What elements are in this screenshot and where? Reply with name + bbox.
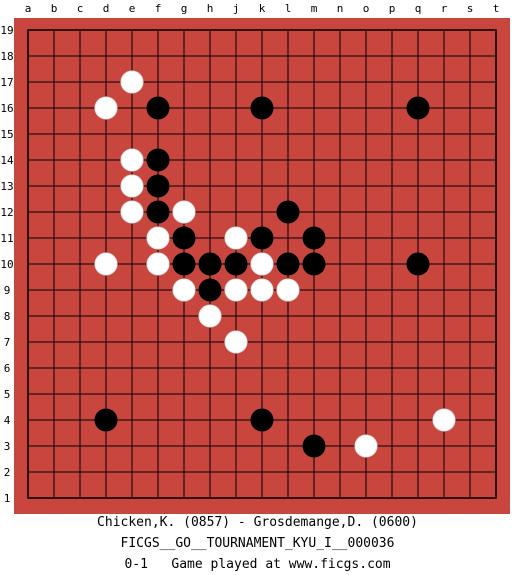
black-stone-f12 — [146, 200, 170, 224]
column-label-k: k — [259, 2, 266, 15]
row-label-17: 17 — [0, 76, 13, 89]
column-label-o: o — [363, 2, 370, 15]
white-stone-e17 — [120, 70, 144, 94]
white-stone-d10 — [94, 252, 118, 276]
row-labels: 19 18 17 16 15 14 13 12 11 10 9 8 7 6 5 4 3 2 1 — [0, 24, 14, 505]
event-caption: FICGS__GO__TOURNAMENT_KYU_I__000036 — [120, 536, 395, 551]
white-stone-l9 — [276, 278, 300, 302]
board-border — [27, 29, 497, 499]
black-stone-m3 — [302, 434, 326, 458]
column-label-n: n — [337, 2, 344, 15]
column-label-m: m — [311, 2, 318, 15]
column-label-r: r — [441, 2, 448, 15]
black-stone-j10 — [224, 252, 248, 276]
row-label-6: 6 — [4, 362, 11, 375]
column-label-b: b — [51, 2, 58, 15]
column-label-a: a — [25, 2, 32, 15]
row-label-18: 18 — [0, 50, 13, 63]
white-stone-f10 — [146, 252, 170, 276]
column-label-p: p — [389, 2, 396, 15]
row-label-3: 3 — [4, 440, 11, 453]
column-label-l: l — [285, 2, 292, 15]
white-stone-j11 — [224, 226, 248, 250]
column-label-s: s — [467, 2, 474, 15]
black-stone-g11 — [172, 226, 196, 250]
column-label-c: c — [77, 2, 84, 15]
white-stone-h8 — [198, 304, 222, 328]
white-stone-f11 — [146, 226, 170, 250]
row-label-15: 15 — [0, 128, 13, 141]
black-stone-k4 — [250, 408, 274, 432]
row-label-4: 4 — [4, 414, 11, 427]
row-label-5: 5 — [4, 388, 11, 401]
black-stone-l12 — [276, 200, 300, 224]
column-label-e: e — [129, 2, 136, 15]
row-label-11: 11 — [0, 232, 13, 245]
black-stone-f14 — [146, 148, 170, 172]
column-label-g: g — [181, 2, 188, 15]
white-stone-k9 — [250, 278, 274, 302]
players-caption: Chicken,K. (0857) - Grosdemange,D. (0600… — [97, 515, 418, 530]
result-caption: 0-1 Game played at www.ficgs.com — [124, 557, 391, 572]
row-label-7: 7 — [4, 336, 11, 349]
white-stone-g12 — [172, 200, 196, 224]
column-label-t: t — [493, 2, 500, 15]
row-label-8: 8 — [4, 310, 11, 323]
row-label-14: 14 — [0, 154, 14, 167]
black-stone-m11 — [302, 226, 326, 250]
column-label-h: h — [207, 2, 214, 15]
row-label-13: 13 — [0, 180, 13, 193]
white-stone-e13 — [120, 174, 144, 198]
white-stone-e12 — [120, 200, 144, 224]
black-stone-d4 — [94, 408, 118, 432]
column-label-d: d — [103, 2, 110, 15]
white-stone-g9 — [172, 278, 196, 302]
white-stone-j7 — [224, 330, 248, 354]
white-stone-r4 — [432, 408, 456, 432]
row-label-9: 9 — [4, 284, 11, 297]
black-stone-f13 — [146, 174, 170, 198]
row-label-19: 19 — [0, 24, 13, 37]
black-stone-m10 — [302, 252, 326, 276]
white-stone-j9 — [224, 278, 248, 302]
black-stone-q16 — [406, 96, 430, 120]
black-stone-g10 — [172, 252, 196, 276]
white-stone-d16 — [94, 96, 118, 120]
white-stone-k10 — [250, 252, 274, 276]
column-label-j: j — [233, 2, 240, 15]
row-label-12: 12 — [0, 206, 13, 219]
black-stone-k11 — [250, 226, 274, 250]
black-stone-q10 — [406, 252, 430, 276]
row-label-1: 1 — [4, 492, 11, 505]
black-stone-k16 — [250, 96, 274, 120]
row-label-10: 10 — [0, 258, 13, 271]
white-stone-e14 — [120, 148, 144, 172]
white-stone-o3 — [354, 434, 378, 458]
row-label-2: 2 — [4, 466, 11, 479]
black-stone-l10 — [276, 252, 300, 276]
column-label-f: f — [155, 2, 162, 15]
row-label-16: 16 — [0, 102, 13, 115]
black-stone-h9 — [198, 278, 222, 302]
column-label-q: q — [415, 2, 422, 15]
black-stone-f16 — [146, 96, 170, 120]
black-stone-h10 — [198, 252, 222, 276]
stones-layer — [94, 70, 456, 458]
